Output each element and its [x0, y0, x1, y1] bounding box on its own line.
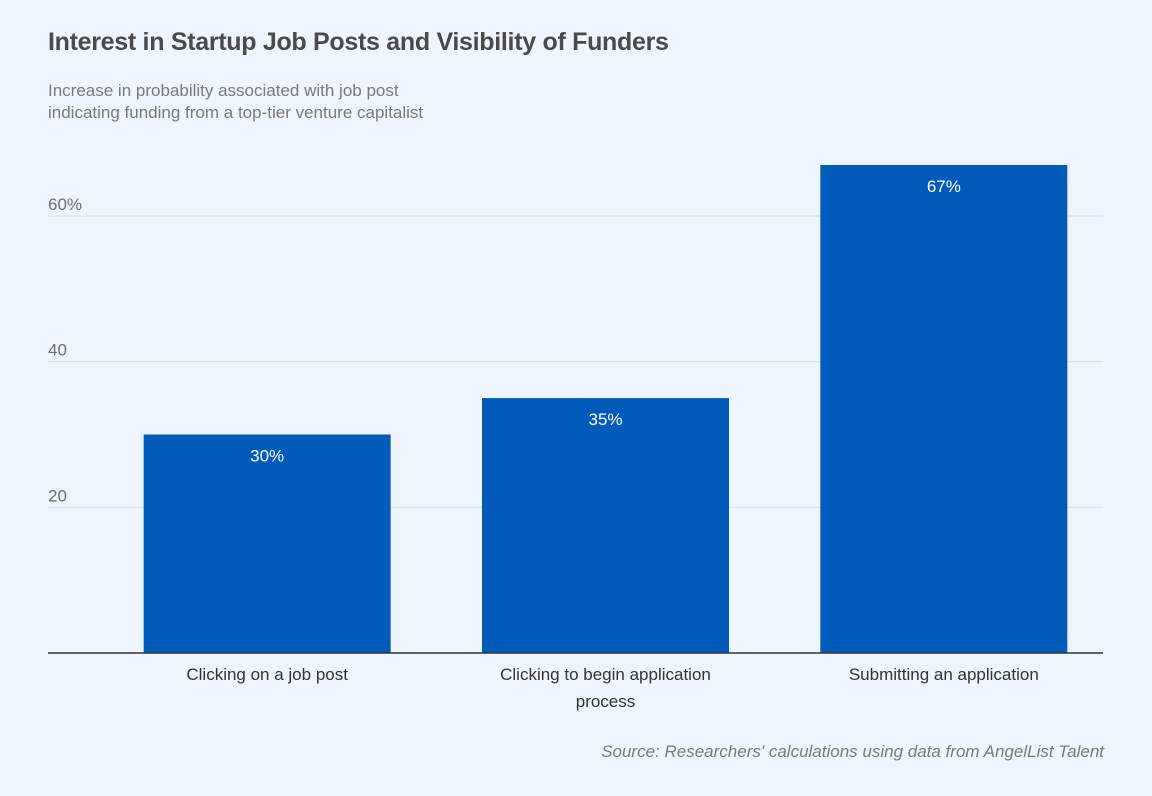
- bar: [482, 398, 729, 653]
- source-note: Source: Researchers' calculations using …: [601, 742, 1104, 761]
- x-tick-label: Clicking to begin application: [500, 665, 711, 684]
- data-label: 30%: [250, 447, 284, 466]
- x-tick-label: process: [576, 692, 636, 711]
- x-tick-label: Clicking on a job post: [186, 665, 348, 684]
- y-tick-label: 60%: [48, 195, 82, 214]
- x-tick-label: Submitting an application: [849, 665, 1039, 684]
- bar: [143, 434, 391, 653]
- bar: [820, 165, 1068, 653]
- subtitle-line-1: Increase in probability associated with …: [48, 81, 399, 100]
- y-tick-label: 40: [48, 341, 67, 360]
- data-label: 35%: [588, 410, 622, 429]
- subtitle-line-2: indicating funding from a top-tier ventu…: [48, 103, 424, 122]
- y-tick-label: 20: [48, 486, 67, 505]
- data-label: 67%: [927, 177, 961, 196]
- chart-subtitle: Increase in probability associated with …: [48, 80, 608, 124]
- chart-title: Interest in Startup Job Posts and Visibi…: [48, 28, 669, 56]
